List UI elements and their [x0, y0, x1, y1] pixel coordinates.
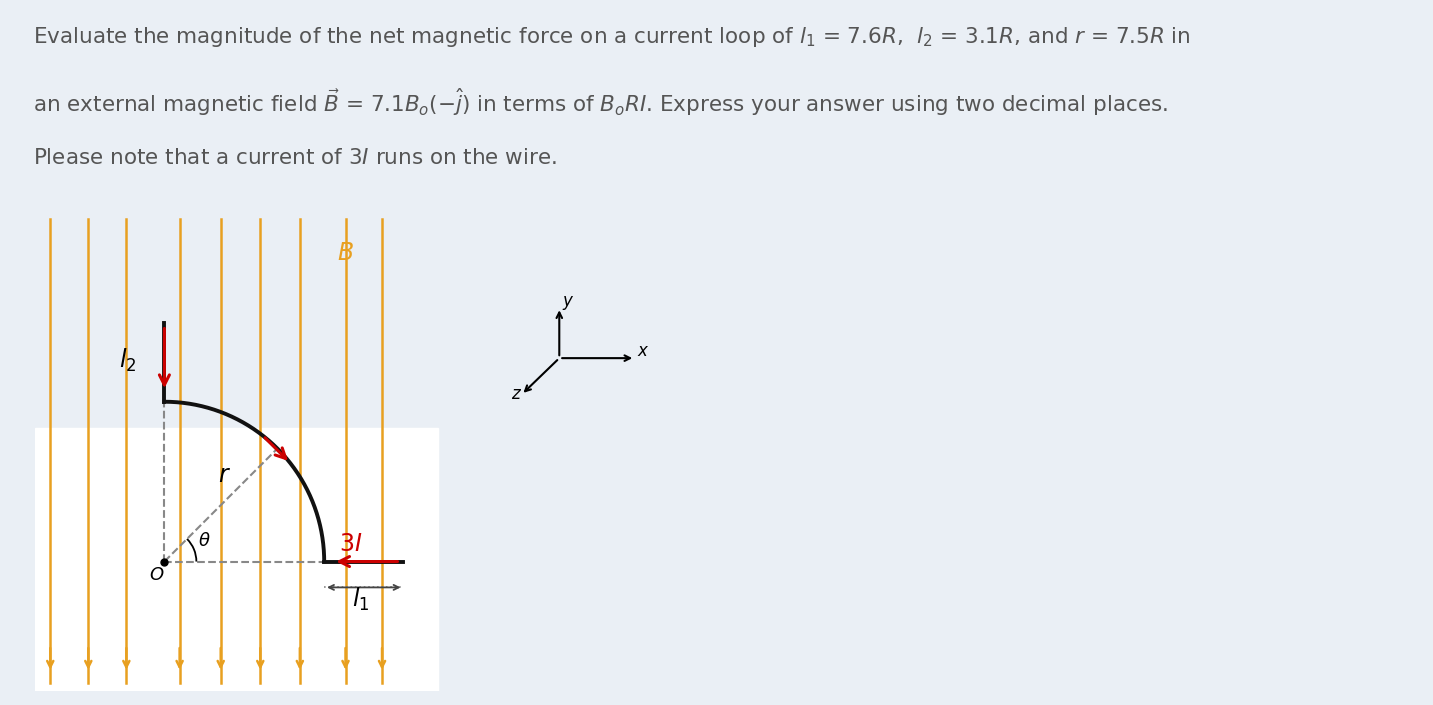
Text: O: O — [149, 566, 163, 584]
Bar — [34, 428, 438, 691]
Text: $\theta$: $\theta$ — [198, 532, 211, 551]
Text: $\mathit{B}$: $\mathit{B}$ — [337, 241, 354, 265]
Text: $l_1$: $l_1$ — [351, 586, 370, 613]
Text: Evaluate the magnitude of the net magnetic force on a current loop of $l_1$ = 7.: Evaluate the magnitude of the net magnet… — [33, 25, 1191, 49]
Text: $l_2$: $l_2$ — [119, 348, 136, 374]
Text: x: x — [638, 342, 648, 360]
Text: y: y — [563, 292, 573, 310]
Text: $3I$: $3I$ — [340, 532, 363, 556]
Text: an external magnetic field $\vec{B}$ = 7.1$B_o$($-\hat{j}$) in terms of $B_o$$RI: an external magnetic field $\vec{B}$ = 7… — [33, 86, 1168, 118]
Text: Please note that a current of 3$I$ runs on the wire.: Please note that a current of 3$I$ runs … — [33, 148, 557, 168]
Text: z: z — [510, 385, 520, 403]
Text: $r$: $r$ — [218, 463, 231, 487]
